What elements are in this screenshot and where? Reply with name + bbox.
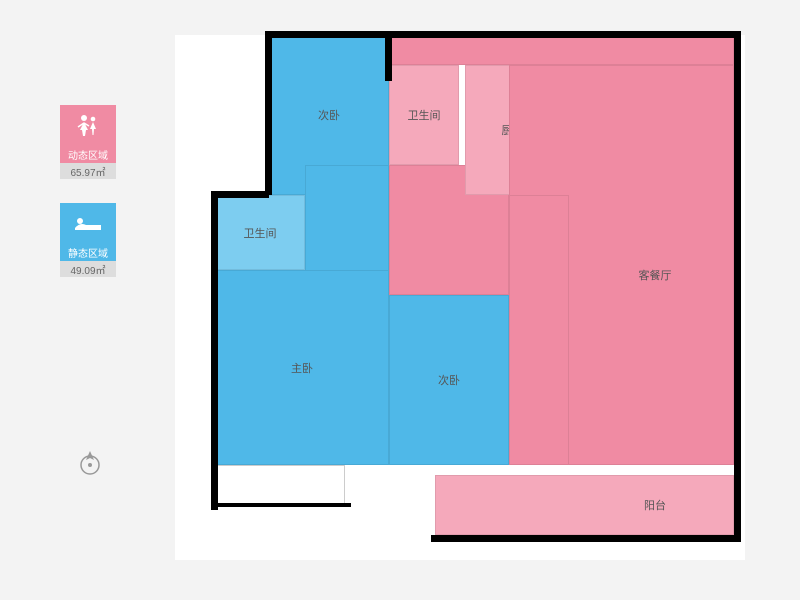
floor-plan: 次卧卫生间主卧次卧卫生间厨房客餐厅阳台 bbox=[175, 35, 745, 560]
wall-7 bbox=[385, 31, 392, 81]
legend-static-title: 静态区域 bbox=[60, 243, 116, 261]
room-living_top bbox=[389, 35, 734, 65]
wall-2 bbox=[431, 535, 741, 542]
room-label-master: 主卧 bbox=[291, 360, 313, 376]
compass-icon bbox=[75, 448, 105, 478]
sleep-icon bbox=[73, 214, 103, 232]
room-label-living: 客餐厅 bbox=[639, 267, 672, 283]
legend-static-icon bbox=[60, 203, 116, 243]
wall-1 bbox=[734, 31, 741, 541]
legend: 动态区域 65.97㎡ 静态区域 49.09㎡ bbox=[60, 105, 116, 301]
room-living_mid bbox=[509, 195, 569, 465]
wall-5 bbox=[211, 191, 269, 198]
room-label-sec_bed_top: 次卧 bbox=[318, 107, 340, 123]
room-label-balcony: 阳台 bbox=[644, 497, 666, 513]
wall-0 bbox=[265, 31, 740, 38]
legend-static: 静态区域 49.09㎡ bbox=[60, 203, 116, 277]
wall-4 bbox=[211, 191, 218, 469]
room-label-bath1: 卫生间 bbox=[408, 107, 441, 123]
room-label-bath2: 卫生间 bbox=[244, 225, 277, 241]
room-label-sec_bed_mid: 次卧 bbox=[438, 372, 460, 388]
legend-static-value: 49.09㎡ bbox=[60, 261, 116, 277]
wall-8 bbox=[211, 503, 351, 507]
floor-patch-0 bbox=[215, 465, 345, 505]
legend-dynamic: 动态区域 65.97㎡ bbox=[60, 105, 116, 179]
people-icon bbox=[74, 114, 102, 136]
wall-6 bbox=[265, 31, 272, 195]
legend-dynamic-icon bbox=[60, 105, 116, 145]
room-balcony bbox=[435, 475, 734, 535]
legend-dynamic-title: 动态区域 bbox=[60, 145, 116, 163]
legend-dynamic-value: 65.97㎡ bbox=[60, 163, 116, 179]
